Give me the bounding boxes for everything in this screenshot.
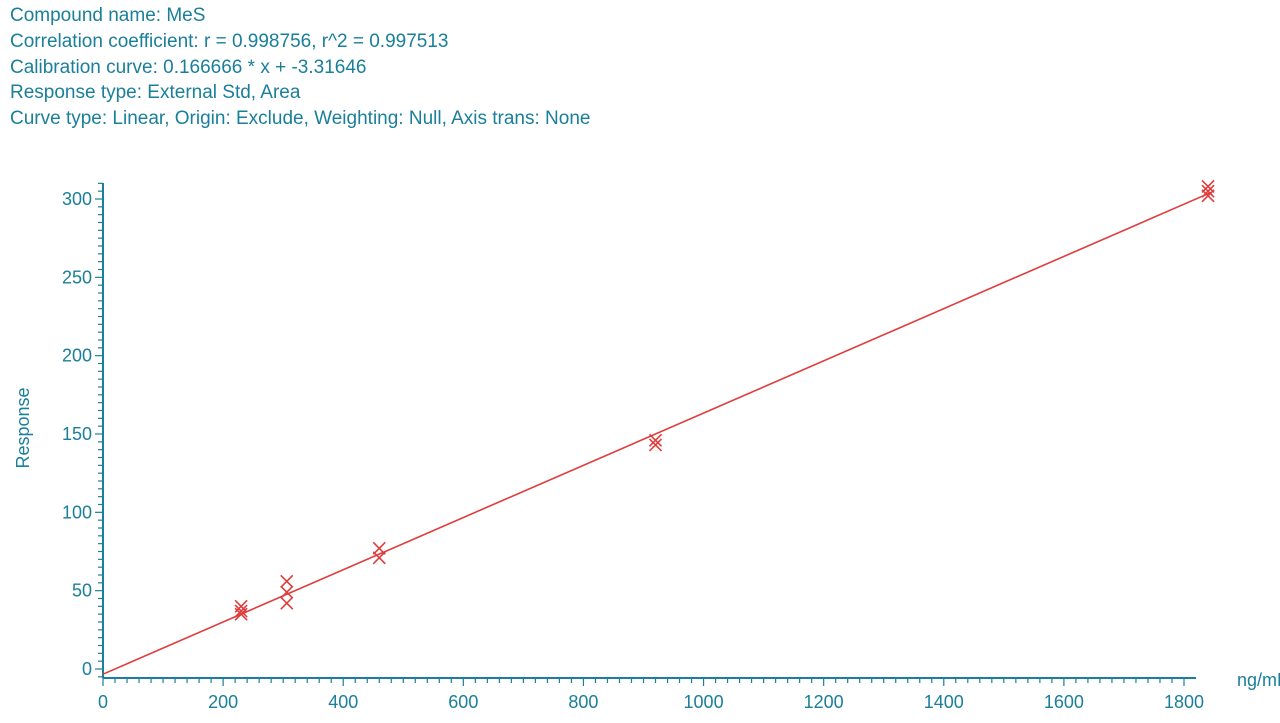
data-point-marker <box>234 604 248 618</box>
data-point-marker <box>648 438 663 452</box>
response-type: Response type: External Std, Area <box>10 82 301 104</box>
chart-header: Compound name: MeS Correlation coefficie… <box>10 3 590 132</box>
data-point-marker <box>1201 179 1215 194</box>
x-tick-label: 1400 <box>924 692 964 712</box>
data-points <box>234 179 1215 621</box>
data-point-marker <box>648 433 663 447</box>
x-tick-label: 800 <box>568 692 598 712</box>
data-point-marker <box>372 541 386 555</box>
data-point-marker <box>372 551 386 565</box>
y-axis-title: Response <box>13 387 33 468</box>
axes: 0 50 100 150 200 250 300 0 200 400 600 800 1000 1200 1… <box>62 182 1204 712</box>
y-tick-label: 200 <box>62 346 92 366</box>
y-tick-label: 150 <box>62 424 92 444</box>
fit-line-group <box>102 191 1212 675</box>
calibration-fit-line <box>102 191 1212 675</box>
correlation-coefficient: Correlation coefficient: r = 0.998756, r… <box>10 30 449 52</box>
x-tick-label: 1800 <box>1164 692 1204 712</box>
x-axis-title: ng/mL <box>1237 670 1280 690</box>
x-tick-label: 600 <box>448 692 478 712</box>
data-point-marker <box>280 585 294 599</box>
data-point-marker <box>280 574 294 588</box>
y-tick-label: 50 <box>72 581 92 601</box>
data-point-marker <box>280 596 294 610</box>
x-tick-label: 400 <box>328 692 358 712</box>
curve-type: Curve type: Linear, Origin: Exclude, Wei… <box>10 108 591 130</box>
x-tick-label: 200 <box>208 692 238 712</box>
compound-name: Compound name: MeS <box>10 5 206 26</box>
data-point-marker <box>1201 184 1215 198</box>
data-point-marker <box>234 607 248 621</box>
y-tick-label: 100 <box>62 502 92 522</box>
calibration-curve: Calibration curve: 0.166666 * x + -3.316… <box>10 56 367 78</box>
y-tick-label: 0 <box>82 659 92 679</box>
data-point-marker <box>1201 189 1215 203</box>
y-tick-label: 250 <box>62 267 92 287</box>
x-tick-label: 1200 <box>804 692 844 712</box>
x-tick-label: 1600 <box>1044 692 1084 712</box>
x-tick-label: 1000 <box>684 692 724 712</box>
x-tick-label: 0 <box>98 692 108 712</box>
y-tick-label: 300 <box>62 189 92 209</box>
